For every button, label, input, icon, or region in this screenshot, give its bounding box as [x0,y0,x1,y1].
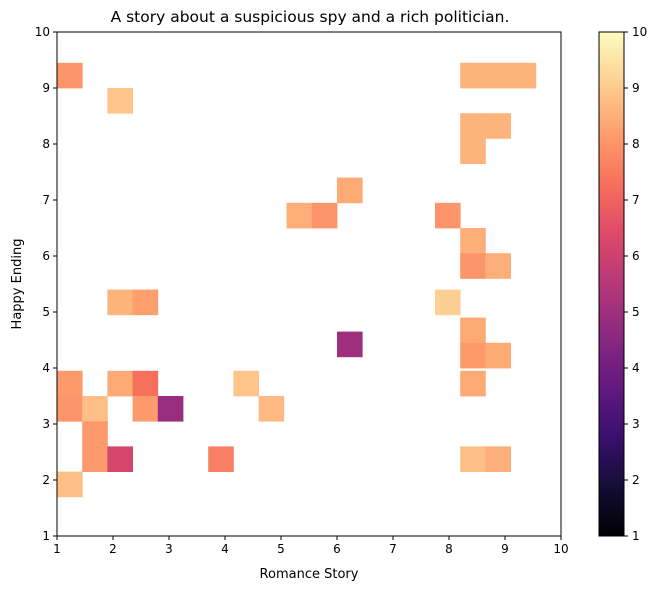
heatmap-cell [337,177,363,204]
colorbar [598,31,625,537]
heatmap-cell [286,202,313,229]
heatmap-cell [485,342,511,369]
x-axis-label: Romance Story [260,567,359,582]
heatmap-cell [132,370,159,397]
heatmap-cell [337,331,363,358]
x-tick-label: 1 [53,542,61,556]
heatmap-cell [460,113,486,139]
y-tick-label: 10 [35,25,50,39]
y-tick-label: 3 [42,417,50,431]
colorbar-tick-label: 10 [632,25,647,39]
colorbar-tick-label: 4 [632,361,640,375]
x-tick-label: 6 [333,542,341,556]
heatmap-cell [107,446,133,472]
heatmap-cell [460,62,486,89]
y-tick-label: 6 [42,249,50,263]
heatmap-cell [311,202,338,229]
y-axis-ticks: 1 2 3 4 5 6 7 8 9 10 [35,25,57,543]
y-tick-label: 1 [42,529,50,543]
heatmap-cell [460,228,486,254]
heatmap-cell [435,289,461,316]
heatmap-cell [258,396,285,422]
colorbar-tick-label: 5 [632,305,640,319]
colorbar-tick-label: 8 [632,137,640,151]
x-tick-label: 9 [501,542,509,556]
x-tick-label: 3 [165,542,173,556]
heatmap-cell [460,370,486,397]
heatmap-cell [485,62,511,89]
x-axis-ticks: 1 2 3 4 5 6 7 8 9 10 [53,536,569,556]
heatmap-cell [82,396,108,422]
heatmap-cell [460,138,486,164]
heatmap-cell [485,446,511,472]
heatmap-cell [485,253,511,279]
heatmap-cell [132,396,159,422]
heatmap-cell [107,370,133,397]
heatmap-cell [435,202,461,229]
colorbar-tick-label: 9 [632,81,640,95]
y-tick-label: 2 [42,473,50,487]
y-tick-label: 7 [42,193,50,207]
heatmap-cell [460,253,486,279]
heatmap-cell [460,446,486,472]
heatmap-cell [107,289,133,316]
x-tick-label: 10 [553,542,568,556]
x-tick-label: 2 [109,542,117,556]
colorbar-tick-label: 1 [632,529,640,543]
heatmap-cell [57,471,83,498]
heatmap-cell [107,88,133,114]
heatmap-cell [485,113,511,139]
colorbar-ticks: 1 2 3 4 5 6 7 8 9 10 [624,25,647,543]
x-tick-label: 7 [389,542,397,556]
heatmap-cell [460,317,486,344]
heatmap-cell [57,62,83,89]
chart-title: A story about a suspicious spy and a ric… [111,8,510,26]
y-tick-label: 4 [42,361,50,375]
colorbar-tick-label: 3 [632,417,640,431]
heatmap-cells [57,62,537,498]
x-tick-label: 5 [277,542,285,556]
heatmap-cell [57,396,83,422]
colorbar-tick-label: 7 [632,193,640,207]
heatmap-cell [82,421,108,447]
y-axis-label: Happy Ending [10,239,25,330]
heatmap-cell [57,370,83,397]
x-tick-label: 8 [445,542,453,556]
heatmap-cell [208,446,234,472]
heatmap-cell [82,446,108,472]
colorbar-tick-label: 2 [632,473,640,487]
heatmap-cell [460,342,486,369]
heatmap-cell [132,289,159,316]
y-tick-label: 8 [42,137,50,151]
plot-area-frame [56,31,562,537]
x-tick-label: 4 [221,542,229,556]
colorbar-tick-label: 6 [632,249,640,263]
heatmap-cell [233,370,259,397]
y-tick-label: 9 [42,81,50,95]
y-tick-label: 5 [42,305,50,319]
heatmap-cell [510,62,537,89]
heatmap-cell [157,396,184,422]
